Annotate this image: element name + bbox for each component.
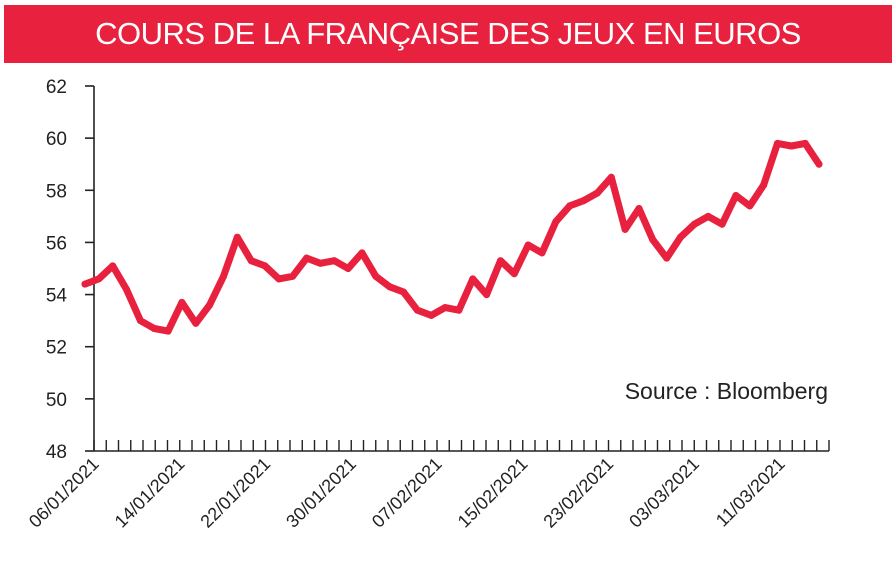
data-point: [261, 262, 269, 270]
data-point: [649, 236, 657, 244]
x-tick-label: 14/01/2021: [111, 454, 189, 532]
data-point: [704, 212, 712, 220]
data-point: [316, 259, 324, 267]
data-point: [289, 272, 297, 280]
y-tick-label: 50: [46, 390, 67, 411]
data-point: [150, 325, 158, 332]
data-point: [233, 233, 241, 241]
data-point: [815, 160, 823, 168]
y-axis: 48 50 52 54 56 58 60 62: [46, 77, 95, 463]
data-point: [386, 283, 394, 291]
x-tick-label: 30/01/2021: [282, 454, 360, 532]
data-point: [164, 327, 172, 335]
data-point: [109, 262, 117, 270]
y-tick-label: 60: [46, 129, 67, 150]
data-point: [552, 218, 560, 226]
x-tick-label: 03/03/2021: [625, 454, 703, 532]
y-tick-label: 62: [46, 77, 67, 98]
data-point: [760, 181, 768, 189]
data-point: [95, 275, 103, 283]
data-point: [690, 220, 698, 228]
data-point: [510, 270, 518, 278]
chart-title: COURS DE LA FRANÇAISE DES JEUX EN EUROS: [95, 16, 801, 51]
series-line: [81, 139, 823, 335]
data-point: [455, 306, 463, 314]
data-point: [497, 257, 504, 265]
data-point: [441, 304, 449, 312]
data-point: [635, 205, 643, 212]
data-point: [469, 275, 477, 283]
data-point: [621, 225, 629, 233]
data-point: [732, 192, 740, 199]
data-point: [275, 275, 283, 283]
data-point: [718, 220, 726, 228]
data-point: [344, 265, 352, 272]
data-point: [413, 306, 421, 314]
x-tick-label: 07/02/2021: [368, 454, 446, 532]
data-point: [774, 139, 781, 147]
data-point: [538, 249, 546, 257]
data-point: [787, 142, 795, 150]
data-point: [677, 233, 684, 241]
title-banner: COURS DE LA FRANÇAISE DES JEUX EN EUROS: [4, 5, 892, 63]
y-tick-label: 52: [46, 338, 67, 359]
data-point: [178, 298, 186, 306]
x-tick-label: 22/01/2021: [196, 454, 274, 532]
x-tick-label: 15/02/2021: [454, 454, 532, 532]
series-layer: [81, 139, 823, 335]
data-point: [330, 257, 338, 265]
data-point: [607, 173, 615, 181]
data-point: [427, 311, 435, 319]
data-point: [123, 285, 130, 293]
data-point: [303, 254, 311, 262]
data-point: [801, 139, 809, 147]
y-tick-label: 54: [46, 286, 68, 307]
data-point: [192, 319, 200, 327]
y-tick-label: 56: [46, 233, 67, 254]
data-point: [524, 241, 532, 249]
data-point: [566, 202, 574, 210]
data-point: [580, 197, 588, 205]
data-point: [358, 249, 366, 257]
data-point: [136, 317, 144, 325]
x-axis: 06/01/2021 14/01/2021 22/01/2021 30/01/2021…: [25, 440, 830, 532]
data-point: [400, 288, 407, 296]
data-point: [206, 301, 214, 309]
data-point: [663, 254, 671, 262]
data-point: [372, 272, 380, 280]
x-tick-label: 23/02/2021: [539, 454, 617, 532]
data-point: [746, 202, 754, 210]
data-point: [247, 257, 255, 265]
data-point: [220, 272, 227, 280]
x-tick-label: 06/01/2021: [25, 454, 103, 532]
data-point: [593, 189, 601, 197]
data-point: [81, 280, 89, 288]
y-tick-label: 58: [46, 181, 67, 202]
source-note: Source : Bloomberg: [625, 378, 828, 404]
y-tick-label: 48: [46, 442, 67, 463]
x-tick-label: 11/03/2021: [712, 454, 789, 531]
data-point: [483, 291, 491, 299]
